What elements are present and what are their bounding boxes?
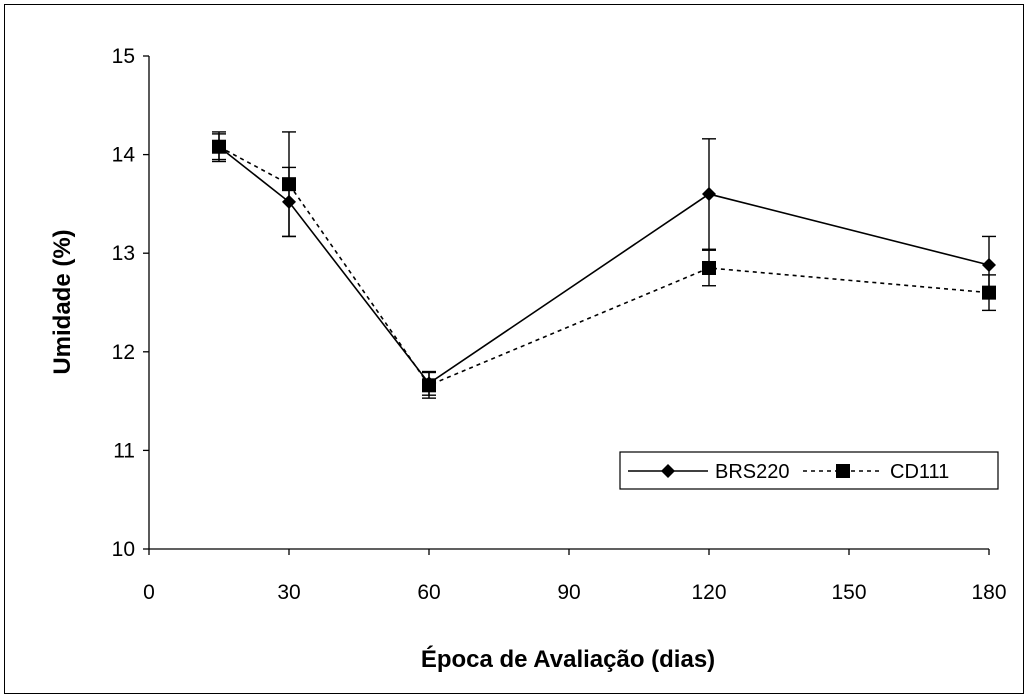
y-tick-label: 11 [113, 439, 135, 462]
legend-marker-brs220 [661, 464, 675, 478]
tick-marks [143, 55, 990, 555]
x-tick-label: 180 [971, 581, 1006, 604]
y-tick-label: 12 [112, 341, 135, 364]
legend-label-brs220: BRS220 [715, 461, 790, 483]
series-line-brs220 [218, 146, 990, 385]
data-point-cd111 [282, 177, 296, 192]
x-tick-label: 30 [277, 581, 300, 604]
series-layer [212, 131, 996, 399]
series-cd111 [212, 131, 996, 399]
y-tick-label: 10 [112, 538, 135, 561]
x-tick-label: 120 [691, 581, 726, 604]
x-tick-label: 60 [417, 581, 440, 604]
y-tick-label: 13 [112, 242, 135, 265]
data-point-cd111 [982, 285, 996, 300]
legend: BRS220 CD111 [619, 451, 999, 490]
series-brs220 [212, 133, 996, 396]
series-line-cd111 [218, 146, 990, 387]
data-point-brs220 [702, 187, 716, 202]
data-point-cd111 [422, 378, 436, 393]
x-tick-label: 150 [831, 581, 866, 604]
x-tick-label: 0 [143, 581, 155, 604]
legend-sample-brs220 [628, 464, 708, 478]
data-point-cd111 [702, 260, 716, 275]
data-point-brs220 [982, 258, 996, 273]
x-axis-title: Época de Avaliação (dias) [421, 645, 715, 673]
legend-marker-cd111 [836, 464, 850, 478]
legend-sample-cd111 [803, 464, 883, 478]
legend-label-cd111: CD111 [890, 461, 949, 483]
y-axis-title: Umidade (%) [49, 229, 76, 374]
data-point-cd111 [212, 139, 226, 154]
y-tick-label: 14 [112, 144, 136, 167]
x-tick-label: 90 [557, 581, 580, 604]
y-tick-label: 15 [112, 45, 135, 68]
